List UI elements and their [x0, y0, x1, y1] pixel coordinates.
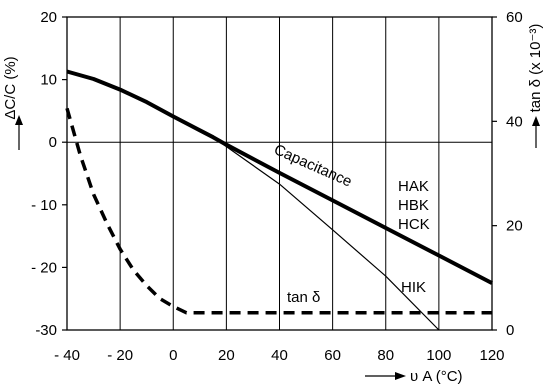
plot-frame — [66, 16, 493, 331]
x-tick-label: - 40 — [54, 347, 80, 364]
y-left-tick-label: - 20 — [31, 259, 57, 276]
y-right-tick-label: 0 — [506, 322, 514, 339]
grid — [62, 16, 497, 331]
x-axis-label: υ A (°C) — [365, 368, 463, 385]
x-tick-label: 60 — [324, 347, 341, 364]
tan-delta-label: tan δ — [287, 289, 320, 306]
y-left-tick-label: 10 — [40, 72, 57, 89]
series-group — [65, 69, 493, 331]
y-right-arrow-head — [532, 116, 540, 126]
x-tick-label: 20 — [218, 347, 235, 364]
x-tick-label: 40 — [271, 347, 288, 364]
y-left-tick-label: 20 — [40, 9, 57, 26]
hik-label: HIK — [401, 279, 426, 296]
hck-label: HCK — [398, 216, 430, 233]
hbk-label: HBK — [398, 197, 429, 214]
y-right-label: tan δ (x 10⁻³) — [527, 24, 544, 113]
x-tick-label: 80 — [377, 347, 394, 364]
y-right-tick-label: 40 — [506, 113, 523, 130]
x-tick-label: - 20 — [107, 347, 133, 364]
x-arrow-head — [395, 372, 406, 380]
y-left-tick-label: -30 — [35, 322, 57, 339]
y-right-tick-label: 20 — [506, 218, 523, 235]
x-tick-label: 120 — [479, 347, 504, 364]
y-left-tick-label: 0 — [49, 134, 57, 151]
capacitance-label: Capacitance — [271, 141, 354, 190]
series-hik-line — [212, 136, 440, 331]
y-right-tick-label: 60 — [506, 9, 523, 26]
x-label: υ A (°C) — [410, 368, 463, 385]
y-left-arrow-head — [15, 115, 23, 125]
y-left-label: ΔC/C (%) — [2, 56, 19, 119]
x-tick-label: 0 — [169, 347, 177, 364]
hak-label: HAK — [398, 178, 429, 195]
x-tick-label: 100 — [426, 347, 451, 364]
series-tan-line — [65, 107, 492, 315]
y-left-axis-label: ΔC/C (%) — [2, 56, 23, 150]
y-right-axis-label: tan δ (x 10⁻³) — [527, 24, 544, 148]
y-left-tick-label: - 10 — [31, 197, 57, 214]
